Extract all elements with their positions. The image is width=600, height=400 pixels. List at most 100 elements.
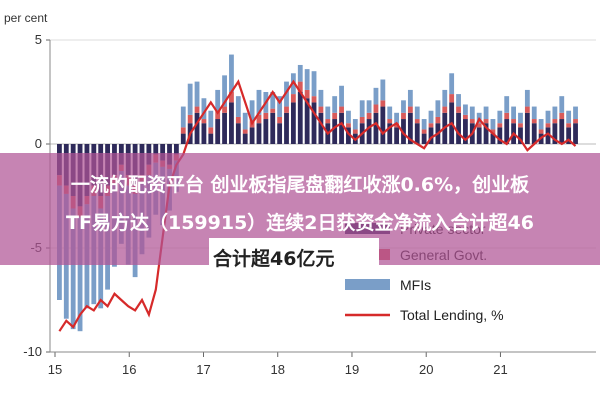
bar-private-sector (194, 112, 200, 144)
x-tick-label: 16 (122, 362, 136, 377)
bar-general-govt (325, 119, 331, 124)
bar-private-sector (304, 98, 310, 144)
bar-private-sector (201, 123, 207, 144)
bar-general-govt (442, 106, 448, 113)
bar-mfis (463, 104, 468, 115)
bar-general-govt (573, 119, 578, 124)
bar-general-govt (263, 112, 269, 120)
bar-private-sector (346, 127, 351, 144)
bar-mfis (449, 73, 455, 95)
bar-mfis (524, 89, 530, 107)
bar-mfis (442, 89, 448, 107)
overlay-line-3-background (209, 238, 379, 272)
bar-mfis (456, 94, 461, 107)
bar-private-sector (476, 127, 482, 144)
bar-mfis (538, 119, 544, 130)
bar-mfis (304, 69, 310, 90)
bar-mfis (339, 85, 344, 107)
bar-mfis (249, 100, 255, 122)
bar-general-govt (208, 127, 214, 134)
bar-general-govt (407, 106, 413, 113)
bar-general-govt (518, 123, 523, 128)
bar-mfis (435, 100, 441, 117)
bar-general-govt (366, 112, 372, 120)
bar-general-govt (352, 129, 358, 134)
bar-private-sector (208, 133, 214, 144)
bar-private-sector (311, 102, 317, 144)
bar-private-sector (518, 127, 523, 144)
bar-private-sector (215, 119, 221, 144)
bar-mfis (70, 208, 76, 330)
bar-private-sector (504, 119, 510, 144)
bar-general-govt (194, 106, 200, 113)
bar-private-sector (559, 119, 565, 144)
bar-private-sector (180, 133, 186, 144)
bar-private-sector (242, 133, 248, 144)
bar-mfis (290, 73, 296, 95)
bar-mfis (387, 106, 393, 120)
bar-general-govt (235, 116, 241, 124)
bar-general-govt (290, 94, 296, 103)
bar-general-govt (469, 119, 475, 124)
x-tick-labels: 15 16 17 18 19 20 21 (48, 362, 508, 377)
bar-general-govt (256, 114, 262, 124)
bar-general-govt (201, 119, 207, 124)
bar-private-sector (173, 144, 179, 155)
bar-mfis (497, 110, 503, 124)
bar-mfis (180, 106, 186, 128)
bar-mfis (77, 216, 83, 332)
y-tick-label: 0 (35, 136, 42, 151)
overlay-line-1: 一流的配资平台 创业板指尾盘翻红收涨0.6%，创业板 (70, 174, 530, 196)
bar-mfis (421, 119, 427, 130)
bar-mfis (359, 100, 365, 117)
bar-private-sector (235, 123, 241, 144)
legend-swatch (345, 279, 390, 290)
x-tick-label: 20 (419, 362, 433, 377)
bar-mfis (552, 106, 558, 120)
bar-general-govt (463, 114, 468, 120)
bar-mfis (346, 110, 351, 124)
bar-private-sector (456, 112, 461, 144)
bar-general-govt (380, 100, 386, 107)
bar-private-sector (566, 127, 572, 144)
bar-general-govt (277, 116, 283, 124)
bar-mfis (311, 71, 317, 97)
bar-mfis (194, 81, 200, 107)
overlay-line-3: 合计超46亿元 (213, 248, 335, 270)
bar-private-sector (401, 119, 406, 144)
bar-mfis (215, 89, 221, 111)
bar-mfis (297, 64, 303, 82)
bar-mfis (208, 110, 214, 128)
bar-private-sector (318, 112, 324, 144)
bar-general-govt (449, 94, 455, 103)
bar-mfis (318, 89, 324, 107)
overlay-line-2: TF易方达（159915）连续2日获资金净流入合计超46 (66, 212, 534, 234)
bar-private-sector (277, 123, 283, 144)
bar-mfis (428, 110, 434, 124)
bar-private-sector (366, 119, 372, 144)
bar-mfis (366, 100, 372, 113)
bar-private-sector (380, 106, 386, 144)
bar-general-govt (346, 123, 351, 128)
bar-general-govt (332, 112, 338, 120)
bar-mfis (531, 106, 537, 120)
x-tick-label: 18 (270, 362, 284, 377)
bar-mfis (401, 100, 406, 113)
bar-general-govt (401, 112, 406, 120)
bar-mfis (187, 83, 193, 115)
line-total-lending (58, 79, 577, 332)
bar-general-govt (490, 129, 496, 134)
bar-general-govt (531, 119, 537, 124)
bar-general-govt (229, 92, 234, 103)
unit-label: per cent (4, 11, 48, 25)
bar-general-govt (497, 123, 503, 128)
bar-general-govt (311, 96, 317, 103)
bar-general-govt (456, 106, 461, 113)
x-tick-label: 15 (48, 362, 62, 377)
bar-mfis (504, 96, 510, 113)
y-tick-label: 5 (35, 32, 42, 47)
bar-general-govt (284, 106, 289, 113)
bar-private-sector (256, 123, 262, 144)
bar-general-govt (545, 123, 551, 128)
bar-general-govt (552, 119, 558, 124)
